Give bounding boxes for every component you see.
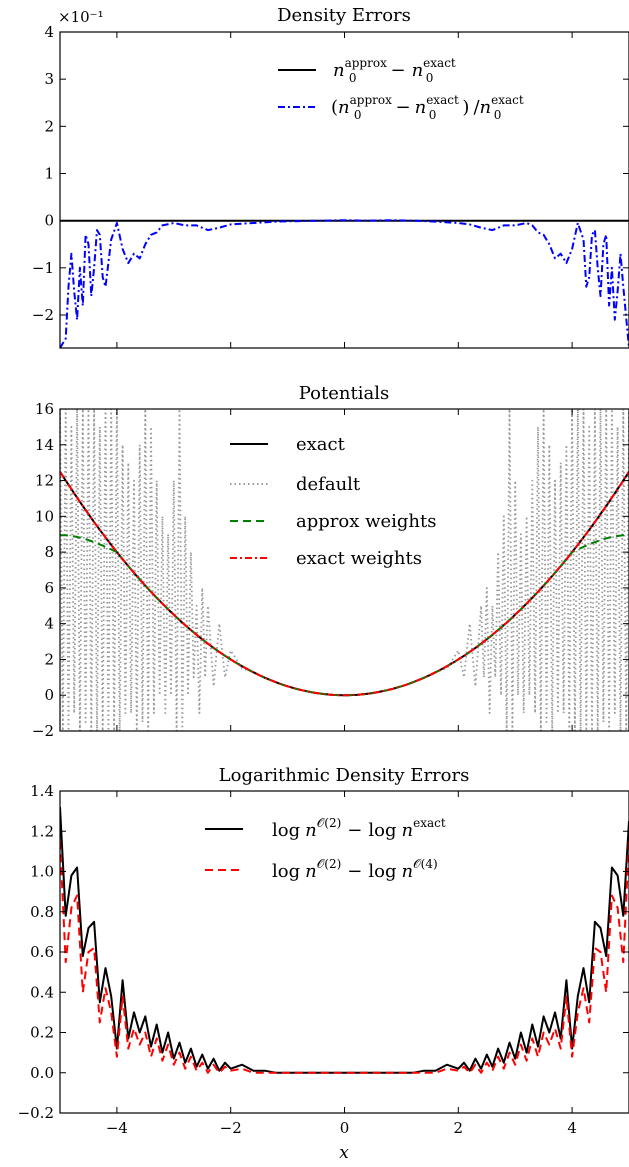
- y-tick-label: 2: [44, 650, 54, 668]
- series-line-1: [60, 841, 629, 1074]
- x-axis-label: x: [339, 1143, 349, 1163]
- panel-title: Density Errors: [277, 5, 411, 26]
- y-tick-label: 0.0: [30, 1064, 54, 1082]
- ticks-layer: −0.2 0.0 0.2 0.4 0.6 0.8 1.0 1.2 1.4 −4 −2 0 2 4: [18, 782, 629, 1137]
- legend-entry-2: approx weights: [296, 511, 437, 532]
- y-tick-label: 1.4: [30, 782, 54, 800]
- panel-title: Potentials: [299, 383, 389, 404]
- series-layer: [60, 807, 629, 1074]
- legend-bg: [224, 424, 486, 584]
- y-tick-label: 0: [44, 212, 54, 230]
- y-tick-label: −1: [32, 259, 54, 277]
- y-tick-label: 0.8: [30, 903, 54, 921]
- y-tick-label: 12: [35, 472, 54, 490]
- legend-entry-1: default: [296, 474, 361, 495]
- y-tick-label: −0.2: [18, 1104, 54, 1122]
- panel-potentials: Potentials −2 0 2 4 6 8 10 12 14 16 exact default…: [32, 383, 629, 740]
- legend: log n𝒪(2) − log nexact log n𝒪(2) − log n𝒪(4): [205, 816, 446, 882]
- y-tick-label: 8: [44, 543, 54, 561]
- y-tick-label: 1: [44, 164, 54, 182]
- panel-title: Logarithmic Density Errors: [219, 765, 470, 786]
- y-tick-label: 1.0: [30, 863, 54, 881]
- x-tick-label: −4: [106, 1119, 128, 1137]
- y-tick-label: 4: [44, 23, 54, 41]
- y-tick-label: 0.6: [30, 943, 54, 961]
- y-tick-label: 0.4: [30, 983, 54, 1001]
- legend-entry-0: log n𝒪(2) − log nexact: [272, 816, 446, 841]
- legend-entry-3: exact weights: [296, 548, 422, 569]
- y-tick-label: 3: [44, 70, 54, 88]
- x-tick-label: 4: [567, 1119, 577, 1137]
- x-tick-label: 0: [340, 1119, 350, 1137]
- y-tick-label: 0.2: [30, 1024, 54, 1042]
- legend: exact default approx weights exact weigh…: [224, 424, 486, 584]
- legend: napprox 0− nexact 0 (napprox 0− nexact 0)/nexa…: [278, 56, 524, 122]
- series-layer: [60, 409, 629, 731]
- axes-frame: [59, 790, 629, 1114]
- panel-log-density-errors: Logarithmic Density Errors −0.2 0.0 0.2 0.4…: [18, 765, 629, 1137]
- series-layer: [60, 219, 629, 348]
- legend-entry-1: log n𝒪(2) − log n𝒪(4): [272, 857, 438, 882]
- y-tick-label: 6: [44, 579, 54, 597]
- series-line-1: [60, 219, 629, 348]
- y-tick-label: 4: [44, 615, 54, 633]
- y-tick-label: −2: [32, 722, 54, 740]
- legend-entry-1: (napprox 0− nexact 0)/nexact 0: [331, 93, 524, 122]
- y-tick-label: 1.2: [30, 822, 54, 840]
- y-tick-label: −2: [32, 306, 54, 324]
- panel-density-errors: Density Errors ×10⁻¹ −2 −1 0 1 2 3 4 napprox 0−…: [32, 5, 629, 349]
- ticks-layer: −2 0 2 4 6 8 10 12 14 16: [32, 400, 629, 740]
- y-tick-label: 0: [44, 686, 54, 704]
- series-line-0: [60, 807, 629, 1074]
- y-tick-label: 10: [35, 507, 54, 525]
- y-tick-label: 14: [35, 436, 54, 454]
- legend-entry-0: exact: [296, 434, 346, 455]
- series-line-3: [60, 471, 629, 697]
- y-tick-label: 16: [35, 400, 54, 418]
- x-tick-label: −2: [220, 1119, 242, 1137]
- legend-entry-0: napprox 0− nexact 0: [333, 56, 456, 85]
- x-tick-label: 2: [454, 1119, 464, 1137]
- y-scale-label: ×10⁻¹: [58, 8, 104, 26]
- ticks-layer: −2 −1 0 1 2 3 4: [32, 23, 629, 348]
- y-tick-label: 2: [44, 117, 54, 135]
